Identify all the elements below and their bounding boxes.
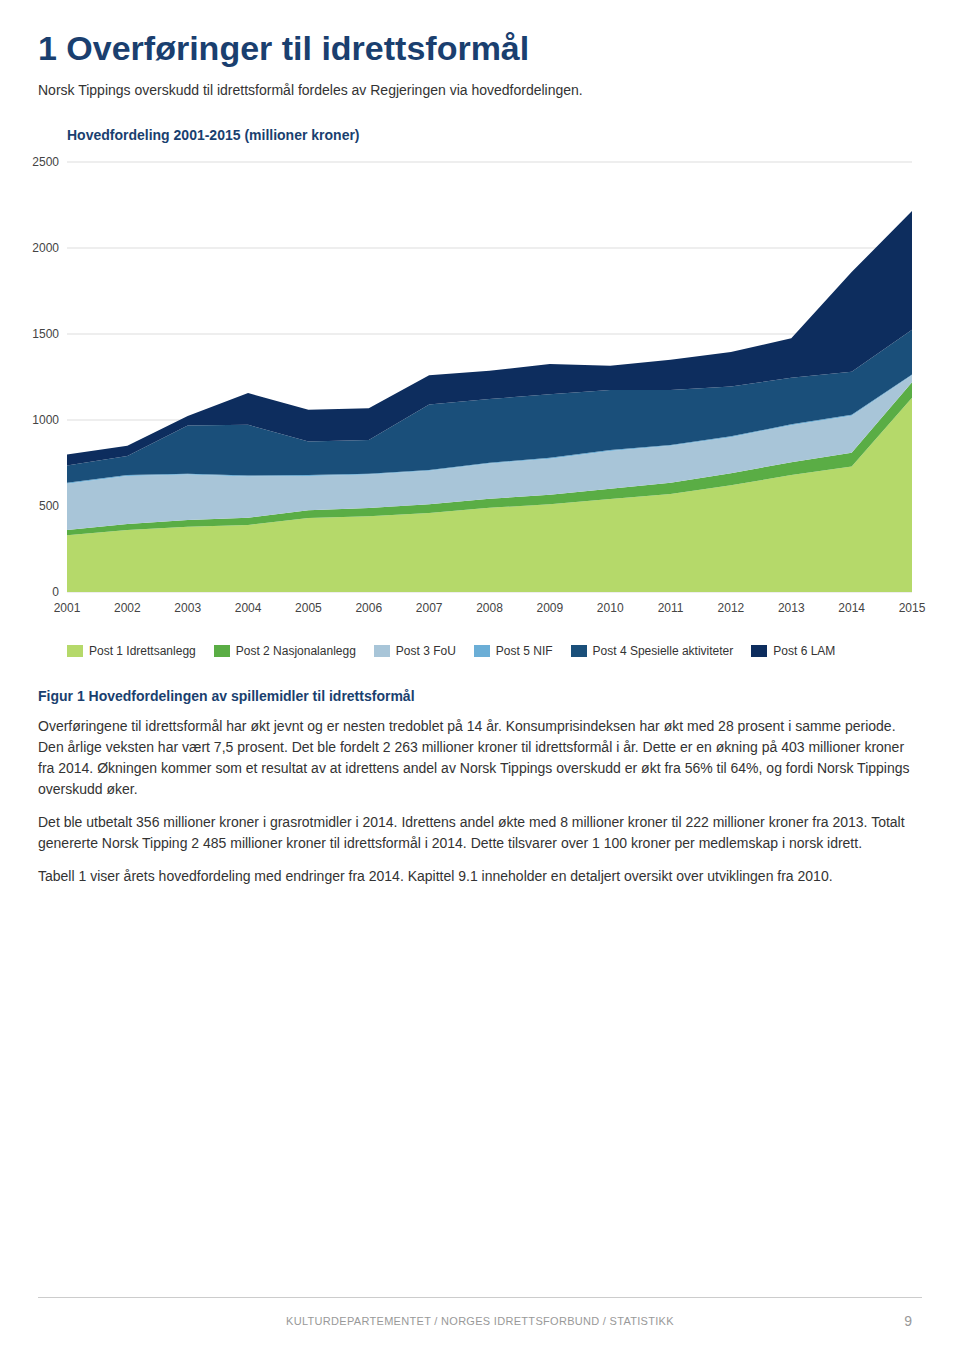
paragraph: Overføringene til idrettsformål har økt … bbox=[38, 716, 922, 800]
x-tick-label: 2007 bbox=[416, 601, 443, 615]
x-tick-label: 2002 bbox=[114, 601, 141, 615]
page-subtitle: Norsk Tippings overskudd til idrettsform… bbox=[38, 81, 922, 101]
legend-item: Post 5 NIF bbox=[474, 644, 553, 658]
legend-swatch bbox=[67, 645, 83, 657]
legend-item: Post 1 Idrettsanlegg bbox=[67, 644, 196, 658]
x-tick-label: 2005 bbox=[295, 601, 322, 615]
y-tick-label: 500 bbox=[39, 499, 59, 513]
x-tick-label: 2010 bbox=[597, 601, 624, 615]
y-tick-label: 1500 bbox=[32, 327, 59, 341]
legend-item: Post 4 Spesielle aktiviteter bbox=[571, 644, 734, 658]
y-tick-label: 0 bbox=[52, 585, 59, 599]
x-tick-label: 2008 bbox=[476, 601, 503, 615]
x-tick-label: 2006 bbox=[355, 601, 382, 615]
legend-label: Post 5 NIF bbox=[496, 644, 553, 658]
grid bbox=[67, 162, 912, 592]
x-tick-label: 2012 bbox=[718, 601, 745, 615]
paragraph: Det ble utbetalt 356 millioner kroner i … bbox=[38, 812, 922, 854]
footer-rule bbox=[38, 1297, 922, 1298]
chart: Hovedfordeling 2001-2015 (millioner kron… bbox=[0, 118, 960, 638]
grid-line bbox=[67, 248, 912, 249]
footer: KULTURDEPARTEMENTET / NORGES IDRETTSFORB… bbox=[0, 1315, 960, 1327]
paragraph: Tabell 1 viser årets hovedfordeling med … bbox=[38, 866, 922, 887]
x-tick-label: 2009 bbox=[537, 601, 564, 615]
page-title: 1 Overføringer til idrettsformål bbox=[38, 28, 922, 69]
figure-caption: Figur 1 Hovedfordelingen av spillemidler… bbox=[38, 688, 922, 704]
legend-item: Post 6 LAM bbox=[751, 644, 835, 658]
x-tick-label: 2014 bbox=[838, 601, 865, 615]
areas bbox=[67, 211, 912, 592]
legend-swatch bbox=[751, 645, 767, 657]
y-tick-label: 2500 bbox=[32, 155, 59, 169]
legend-label: Post 2 Nasjonalanlegg bbox=[236, 644, 356, 658]
legend-label: Post 6 LAM bbox=[773, 644, 835, 658]
legend-label: Post 3 FoU bbox=[396, 644, 456, 658]
page-number: 9 bbox=[904, 1313, 912, 1329]
x-tick-label: 2004 bbox=[235, 601, 262, 615]
legend-swatch bbox=[474, 645, 490, 657]
x-tick-label: 2003 bbox=[174, 601, 201, 615]
chart-container: Hovedfordeling 2001-2015 (millioner kron… bbox=[0, 118, 960, 658]
legend-swatch bbox=[571, 645, 587, 657]
y-tick-label: 1000 bbox=[32, 413, 59, 427]
legend-swatch bbox=[374, 645, 390, 657]
x-tick-label: 2013 bbox=[778, 601, 805, 615]
grid-line bbox=[67, 334, 912, 335]
body-text: Overføringene til idrettsformål har økt … bbox=[38, 716, 922, 887]
x-tick-label: 2001 bbox=[54, 601, 81, 615]
y-tick-label: 2000 bbox=[32, 241, 59, 255]
legend-label: Post 1 Idrettsanlegg bbox=[89, 644, 196, 658]
x-tick-label: 2015 bbox=[899, 601, 926, 615]
legend-item: Post 3 FoU bbox=[374, 644, 456, 658]
area bbox=[67, 211, 912, 466]
chart-title: Hovedfordeling 2001-2015 (millioner kron… bbox=[67, 127, 360, 143]
legend-swatch bbox=[214, 645, 230, 657]
legend: Post 1 Idrettsanlegg Post 2 Nasjonalanleg… bbox=[67, 644, 912, 658]
x-tick-label: 2011 bbox=[658, 601, 684, 615]
page: 1 Overføringer til idrettsformål Norsk T… bbox=[0, 0, 960, 1349]
legend-item: Post 2 Nasjonalanlegg bbox=[214, 644, 356, 658]
legend-label: Post 4 Spesielle aktiviteter bbox=[593, 644, 734, 658]
grid-line bbox=[67, 162, 912, 163]
